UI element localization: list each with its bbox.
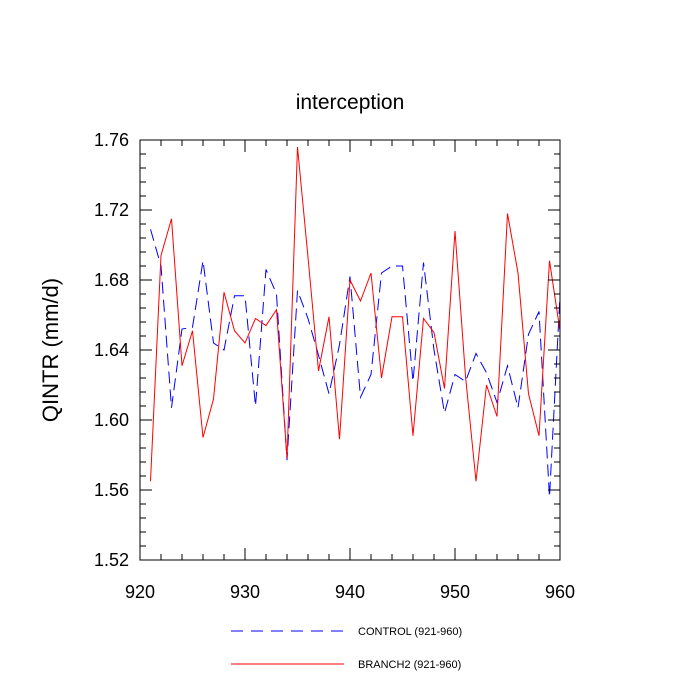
- x-tick-label: 940: [335, 582, 365, 602]
- x-tick-label: 960: [545, 582, 575, 602]
- x-tick-label: 920: [125, 582, 155, 602]
- x-tick-label: 950: [440, 582, 470, 602]
- legend: CONTROL (921-960) BRANCH2 (921-960): [231, 626, 462, 671]
- legend-label: CONTROL (921-960): [358, 626, 462, 638]
- plot-area: 920 930 940 950 960 1.52 1.56 1.60 1.64 1.68 1.72 1…: [94, 130, 575, 602]
- y-axis-label: QINTR (mm/d): [38, 278, 63, 422]
- y-tick-label: 1.68: [94, 270, 129, 290]
- series-line-1: [150, 229, 561, 498]
- chart-title: interception: [296, 91, 405, 114]
- x-tick-label: 930: [230, 582, 260, 602]
- y-tick-label: 1.72: [94, 200, 129, 220]
- y-tick-label: 1.76: [94, 130, 129, 150]
- y-tick-label: 1.56: [94, 480, 129, 500]
- plot-frame: [139, 139, 561, 561]
- series-line-2: [150, 146, 561, 482]
- y-tick-label: 1.52: [94, 550, 129, 570]
- y-tick-label: 1.60: [94, 410, 129, 430]
- legend-label: BRANCH2 (921-960): [358, 659, 461, 671]
- y-tick-label: 1.64: [94, 340, 129, 360]
